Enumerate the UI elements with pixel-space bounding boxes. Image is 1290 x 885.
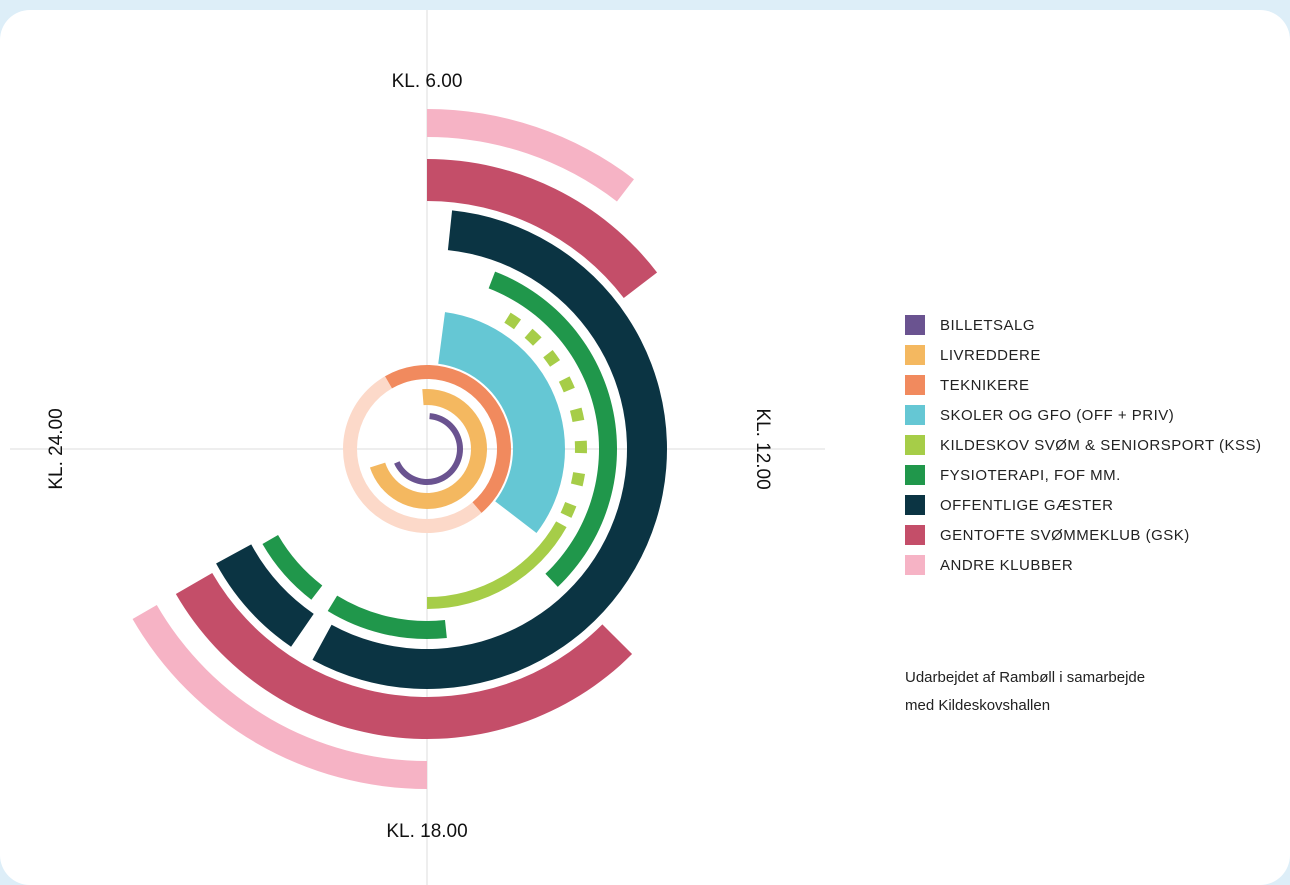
arc-segment: [343, 376, 482, 533]
arc-segment: [262, 535, 323, 600]
arc-segment: [427, 109, 634, 202]
arc-segment: [558, 376, 575, 393]
legend-label: KILDESKOV SVØM & SENIORSPORT (KSS): [940, 437, 1262, 454]
legend-swatch: [905, 405, 925, 425]
arc-segment: [574, 440, 588, 454]
axis-label-right: KL. 12.00: [752, 408, 773, 489]
arc-segment: [560, 502, 577, 518]
axis-label-bottom: KL. 18.00: [386, 821, 467, 842]
legend-swatch: [905, 525, 925, 545]
legend-label: LIVREDDERE: [940, 347, 1041, 364]
arc-segment: [312, 210, 667, 689]
legend-swatch: [905, 315, 925, 335]
legend: BILLETSALG LIVREDDERE TEKNIKERE SKOLER OG G…: [905, 315, 1262, 575]
arc-segment: [488, 271, 617, 587]
note: med Kildeskovshallen: [905, 697, 1050, 714]
arc-segment: [327, 595, 447, 639]
legend-label: FYSIOTERAPI, FOF MM.: [940, 467, 1121, 484]
legend-label: TEKNIKERE: [940, 377, 1030, 394]
legend-swatch: [905, 345, 925, 365]
arc-segment: [427, 159, 658, 299]
legend-swatch: [905, 555, 925, 575]
legend-swatch: [905, 435, 925, 455]
legend-swatch: [905, 495, 925, 515]
axis-label-left: KL. 24.00: [46, 408, 67, 489]
axis-label-top: KL. 6.00: [392, 71, 463, 92]
arc-segment: [438, 312, 566, 534]
legend-swatch: [905, 375, 925, 395]
arc-segment: [132, 605, 427, 789]
note: Udarbejdet af Rambøll i samarbejde: [905, 669, 1145, 686]
legend-label: GENTOFTE SVØMMEKLUB (GSK): [940, 527, 1190, 544]
arcs: [132, 109, 667, 789]
arc-segment: [570, 472, 586, 487]
legend-label: SKOLER OG GFO (OFF + PRIV): [940, 407, 1174, 424]
legend-label: OFFENTLIGE GÆSTER: [940, 497, 1114, 514]
arc-segment: [385, 365, 511, 513]
arc-segment: [175, 573, 633, 739]
arc-segment: [427, 521, 567, 609]
arc-segment: [524, 328, 542, 346]
arc-segment: [543, 349, 561, 367]
legend-label: ANDRE KLUBBER: [940, 557, 1073, 574]
arc-segment: [504, 312, 522, 330]
legend-label: BILLETSALG: [940, 317, 1035, 334]
arc-segment: [216, 544, 314, 647]
legend-swatch: [905, 465, 925, 485]
arc-segment: [569, 407, 585, 423]
